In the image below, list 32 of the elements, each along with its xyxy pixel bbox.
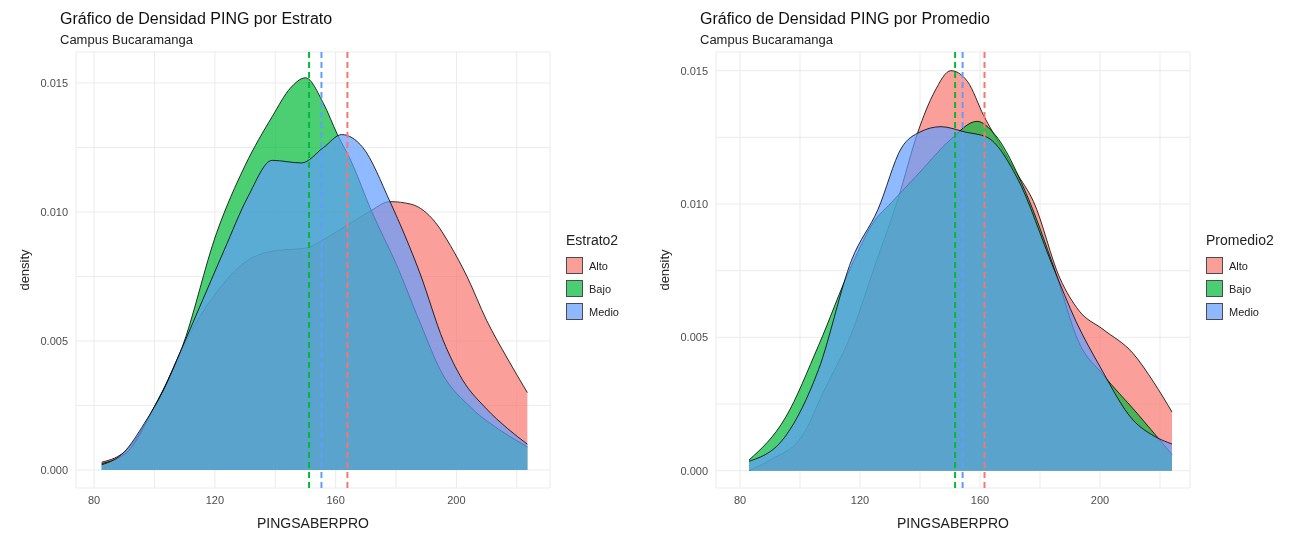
y-tick-label: 0.005 bbox=[680, 331, 708, 344]
chart-subtitle: Campus Bucaramanga bbox=[700, 32, 833, 47]
chart-title: Gráfico de Densidad PING por Promedio bbox=[700, 10, 990, 28]
x-tick-label: 120 bbox=[850, 493, 870, 506]
y-tick-label: 0.005 bbox=[40, 334, 68, 347]
chart-subtitle: Campus Bucaramanga bbox=[60, 32, 193, 47]
y-tick-label: 0.000 bbox=[40, 463, 68, 476]
legend-label: Medio bbox=[589, 305, 619, 318]
x-axis-title: PINGSABERPRO bbox=[896, 515, 1010, 531]
legend-label: Bajo bbox=[589, 282, 612, 295]
x-tick-label: 120 bbox=[205, 493, 225, 506]
legend-label: Bajo bbox=[1229, 282, 1252, 295]
y-axis-title: density bbox=[16, 248, 32, 291]
legend-label: Medio bbox=[1229, 305, 1259, 318]
chart-title: Gráfico de Densidad PING por Estrato bbox=[60, 10, 333, 28]
y-tick-label: 0.000 bbox=[680, 464, 708, 477]
y-tick-label: 0.010 bbox=[680, 197, 708, 210]
x-axis-title: PINGSABERPRO bbox=[256, 515, 370, 531]
y-tick-label: 0.010 bbox=[40, 205, 68, 218]
y-tick-label: 0.015 bbox=[40, 76, 68, 89]
y-axis-title: density bbox=[656, 248, 672, 291]
x-tick-label: 160 bbox=[970, 493, 990, 506]
x-tick-label: 160 bbox=[326, 493, 345, 506]
x-tick-label: 80 bbox=[87, 493, 101, 506]
legend-label: Alto bbox=[1229, 259, 1248, 272]
y-tick-label: 0.015 bbox=[680, 64, 708, 77]
legend-title: Promedio2 bbox=[1206, 232, 1274, 248]
x-tick-label: 200 bbox=[447, 493, 466, 506]
x-tick-label: 80 bbox=[733, 493, 747, 506]
legend-title: Estrato2 bbox=[566, 232, 619, 248]
legend-label: Alto bbox=[589, 259, 608, 272]
x-tick-label: 200 bbox=[1090, 493, 1110, 506]
